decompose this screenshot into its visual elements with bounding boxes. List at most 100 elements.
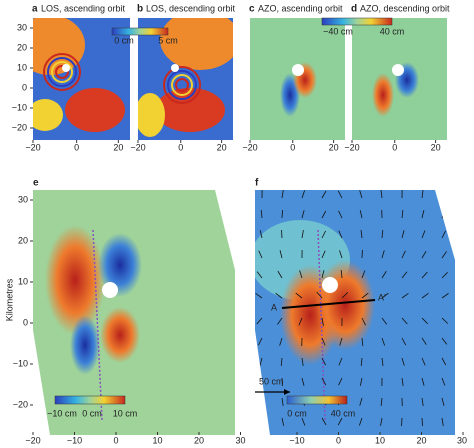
image-d [352, 18, 447, 140]
displacement-arrow [361, 337, 364, 347]
x-tick-label: 20 [329, 142, 339, 152]
panel-letter: e [33, 178, 39, 189]
scale-arrow-head [284, 389, 290, 395]
displacement-arrow [361, 292, 369, 299]
image-a [33, 18, 130, 140]
y-tick-label: 0 [22, 82, 27, 92]
colorbar [111, 27, 169, 36]
x-tick-label: 0 [290, 142, 295, 152]
y-tick-label: 30 [17, 22, 27, 32]
fringe [47, 57, 77, 87]
displacement-arrow [256, 271, 263, 279]
displacement-arrow [321, 190, 327, 199]
displacement-arrow [441, 317, 449, 324]
image-lobe [45, 225, 105, 335]
displacement-arrow [321, 230, 326, 239]
displacement-arrow [359, 190, 363, 199]
displacement-arrow [301, 377, 305, 386]
displacement-arrow [401, 317, 408, 325]
displacement-arrow [255, 292, 263, 299]
displacement-arrow [341, 292, 349, 299]
displacement-arrow [321, 417, 327, 426]
fringe [171, 74, 193, 96]
displacement-arrow [321, 210, 327, 219]
panel-letter: b [137, 4, 143, 15]
x-tick-label: 0 [336, 435, 341, 445]
displacement-arrow [360, 230, 363, 239]
profile-line [281, 299, 376, 309]
image-lobe [138, 93, 165, 137]
y-tick-label: 30 [18, 194, 28, 204]
displacement-arrow [380, 397, 383, 406]
decorrelated-area [292, 64, 304, 76]
scale-label: 50 cm [259, 376, 284, 386]
displacement-arrow [321, 250, 326, 259]
image-lobe [372, 73, 394, 117]
displacement-arrow [279, 250, 283, 259]
displacement-arrow [401, 337, 407, 346]
decorrelated-area [102, 282, 118, 298]
displacement-arrow [441, 397, 445, 406]
displacement-arrow [339, 250, 343, 259]
displacement-arrow [421, 210, 425, 219]
image-lobe [33, 18, 85, 75]
panel-letter: a [32, 4, 38, 15]
colorbar [321, 17, 393, 26]
displacement-arrow [316, 291, 323, 299]
displacement-arrow [358, 417, 363, 426]
displacement-arrow [381, 357, 384, 366]
displacement-arrow [260, 209, 263, 219]
x-tick-label: −20 [25, 142, 40, 152]
displacement-arrow [441, 293, 449, 299]
displacement-arrow [281, 190, 284, 199]
displacement-arrow [360, 357, 363, 367]
colorbar-label: 10 cm [113, 408, 138, 418]
displacement-arrow [321, 377, 327, 386]
displacement-arrow [381, 337, 386, 346]
displacement-arrow [441, 337, 448, 345]
displacement-arrow [421, 230, 426, 239]
profile-label: A [271, 302, 277, 312]
displacement-arrow [401, 250, 406, 259]
image-c [250, 18, 345, 140]
x-tick-label: 10 [152, 435, 162, 445]
decorrelated-area [171, 64, 179, 72]
displacement-arrow [281, 397, 284, 406]
displacement-arrow [338, 357, 343, 366]
colorbar-label: −10 cm [47, 408, 77, 418]
displacement-arrow [421, 337, 427, 345]
panel-title: AZO, ascending orbit [258, 3, 343, 13]
displacement-arrow [301, 210, 305, 219]
y-tick-label: 10 [18, 276, 28, 286]
displacement-arrow [275, 292, 283, 299]
displacement-arrow [321, 337, 326, 346]
displacement-arrow [421, 377, 425, 386]
image-lobe [70, 315, 100, 375]
image-lobe [160, 18, 233, 70]
image-b [138, 18, 233, 140]
image-f [255, 190, 455, 435]
y-tick-label: −10 [12, 102, 27, 112]
x-tick-label: 20 [416, 435, 426, 445]
x-tick-label: 10 [375, 435, 385, 445]
displacement-arrow [301, 230, 304, 239]
displacement-arrow [258, 337, 263, 346]
displacement-arrow [301, 357, 304, 366]
displacement-arrow [421, 250, 427, 259]
displacement-arrow [338, 377, 343, 386]
y-tick-label: 20 [17, 42, 27, 52]
x-tick-label: 20 [194, 435, 204, 445]
displacement-arrow [277, 317, 283, 325]
displacement-arrow [441, 272, 448, 279]
displacement-arrow [401, 357, 405, 366]
x-tick-label: 0 [392, 142, 397, 152]
panel-letter: f [255, 178, 259, 189]
displacement-arrow [338, 210, 343, 219]
displacement-arrow [259, 230, 263, 239]
fringes [163, 66, 201, 104]
displacement-arrow [441, 377, 446, 386]
displacement-arrow [381, 271, 387, 279]
y-tick-label: 0 [23, 317, 28, 327]
colorbar-label: 40 cm [380, 26, 405, 36]
